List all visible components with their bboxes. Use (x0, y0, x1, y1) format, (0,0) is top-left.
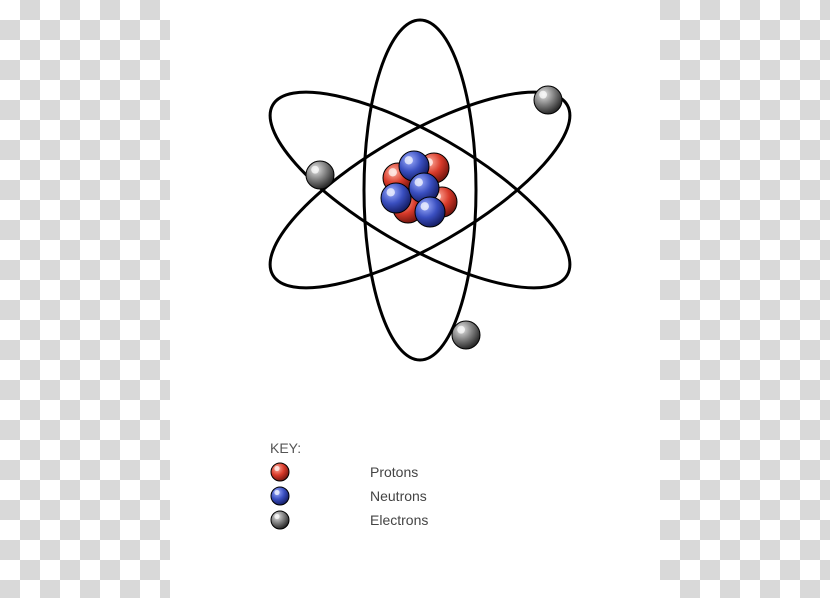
nucleus (381, 151, 457, 227)
legend-rows: Protons Neutrons Electrons (270, 462, 428, 530)
legend-swatch-proton-icon (270, 462, 290, 482)
atom-diagram-container (220, 0, 620, 390)
legend-row-electron: Electrons (270, 510, 428, 530)
nucleus-neutron-5 (381, 183, 411, 213)
electron-2 (452, 321, 480, 349)
legend-label-electron: Electrons (370, 512, 428, 528)
legend-label-neutron: Neutrons (370, 488, 427, 504)
legend-row-neutron: Neutrons (270, 486, 428, 506)
legend-swatch-neutron-icon (270, 486, 290, 506)
electron-1 (306, 161, 334, 189)
legend-swatch-electron-icon (270, 510, 290, 530)
nucleus-neutron-7 (415, 197, 445, 227)
page-root: KEY: Protons Neutrons Electrons (0, 0, 830, 598)
electron-0 (534, 86, 562, 114)
legend-title: KEY: (270, 440, 428, 456)
legend-box: KEY: Protons Neutrons Electrons (270, 440, 428, 534)
legend-row-proton: Protons (270, 462, 428, 482)
atom-diagram-svg (220, 0, 620, 390)
legend-label-proton: Protons (370, 464, 418, 480)
